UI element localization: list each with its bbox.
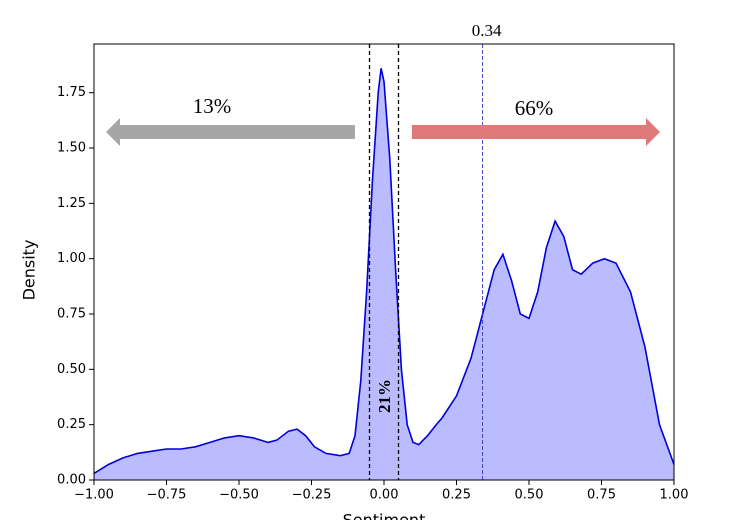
y-tick-label: 0.00 [57,473,86,488]
positive-arrow [412,118,660,146]
x-tick-label: 0.00 [370,488,399,503]
negative-arrow [106,118,355,146]
x-tick-label: 0.75 [587,488,616,503]
y-tick-label: 0.50 [57,362,86,377]
y-axis-label: Density [20,240,39,301]
positive-share: 66% [515,96,554,120]
x-tick-label: 0.50 [515,488,544,503]
negative-share: 13% [193,94,232,118]
density-area [94,68,674,481]
density-line [93,68,675,475]
x-tick-label: −0.75 [147,488,187,503]
y-tick-label: 0.25 [57,417,86,432]
neutral-share: 21% [375,379,394,413]
x-tick-label: −0.25 [292,488,332,503]
y-tick-label: 1.25 [57,196,86,211]
x-axis-label: Sentiment [343,511,426,520]
x-tick-label: 0.25 [442,488,471,503]
y-tick-label: 1.50 [57,141,86,156]
y-tick-label: 1.75 [57,85,86,100]
y-tick-label: 0.75 [57,307,86,322]
y-tick-label: 1.00 [57,251,86,266]
plot-area [89,43,675,485]
x-tick-label: −0.50 [219,488,259,503]
threshold-label: 0.34 [472,21,502,40]
x-tick-label: 1.00 [660,488,689,503]
x-tick-label: −1.00 [74,488,114,503]
